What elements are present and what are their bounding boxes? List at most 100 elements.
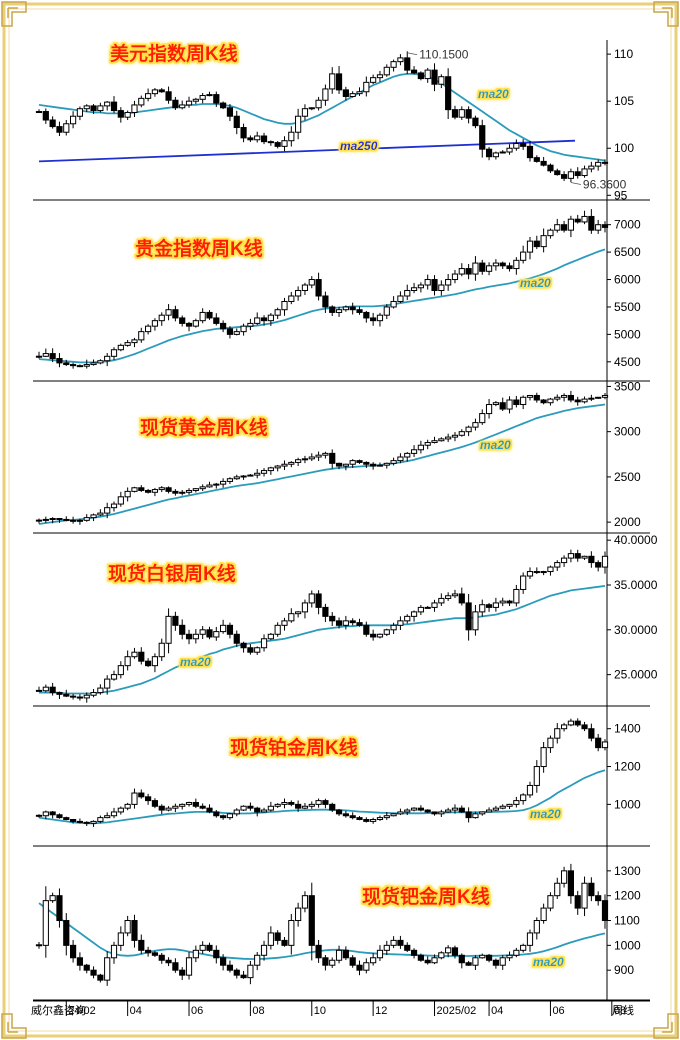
candle-body — [410, 449, 418, 454]
candle-body — [567, 870, 575, 897]
candle-body — [431, 69, 438, 85]
candle-body — [595, 161, 602, 167]
candle-body — [322, 800, 329, 805]
candle-body — [233, 115, 240, 129]
annotation-leader — [570, 182, 581, 185]
candle-body — [226, 624, 234, 635]
candle-body — [424, 279, 431, 286]
candle-body — [349, 815, 356, 819]
candle-body — [451, 273, 459, 281]
y-tick-label: 2500 — [614, 470, 641, 484]
candle-body — [574, 399, 581, 403]
ma20-line — [38, 769, 606, 825]
candle-body — [322, 957, 329, 966]
candle-body — [376, 633, 384, 638]
candle-body — [417, 606, 424, 613]
candle-body — [540, 399, 547, 404]
candle-body — [185, 801, 193, 805]
candle-body — [451, 109, 459, 118]
candle-body — [192, 801, 199, 807]
candle-body — [533, 157, 540, 162]
candle-body — [513, 800, 520, 805]
candle-body — [370, 633, 377, 638]
candle-body — [288, 920, 295, 946]
candle-body — [479, 125, 486, 150]
candle-body — [438, 811, 445, 815]
candle-body — [145, 93, 152, 99]
y-tick-label: 1000 — [614, 938, 641, 952]
candle-body — [288, 131, 295, 142]
y-tick-label: 105 — [614, 94, 634, 108]
candle-body — [595, 396, 602, 399]
candle-body — [76, 957, 84, 966]
candle-body — [165, 309, 172, 316]
candle-body — [179, 803, 186, 807]
candle-body — [417, 444, 424, 451]
candle-body — [410, 69, 418, 74]
candle-body — [560, 724, 568, 730]
candle-body — [63, 362, 70, 366]
candle-body — [192, 633, 199, 640]
candle-body — [376, 464, 384, 467]
candle-body — [83, 105, 90, 110]
candle-body — [295, 115, 302, 133]
candle-body — [595, 895, 602, 902]
y-tick-label: 100 — [614, 141, 634, 155]
candle-body — [220, 322, 227, 330]
candle-body — [138, 331, 145, 341]
candle-body — [254, 135, 261, 141]
candle-body — [83, 964, 90, 971]
candle-body — [383, 629, 390, 635]
candle-body — [104, 678, 111, 689]
candle-body — [288, 461, 295, 465]
candle-body — [499, 957, 506, 966]
candle-body — [35, 519, 43, 522]
candle-body — [376, 949, 384, 959]
candle-body — [329, 306, 336, 313]
candle-body — [274, 624, 281, 635]
candle-body — [547, 737, 554, 749]
chart-title: 现货铂金周K线 — [230, 736, 358, 759]
candle-body — [363, 81, 370, 93]
candle-body — [445, 809, 452, 813]
candle-body — [329, 452, 336, 464]
candle-body — [567, 171, 575, 179]
chart-title: 贵金指数周K线 — [135, 237, 263, 260]
candle-body — [465, 426, 472, 433]
candle-body — [254, 317, 261, 324]
candle-body — [445, 279, 452, 286]
candle-body — [601, 741, 609, 749]
candle-body — [506, 265, 513, 270]
candle-body — [465, 962, 472, 966]
candle-body — [390, 61, 397, 68]
candle-body — [356, 622, 363, 626]
candle-body — [267, 141, 274, 144]
candle-body — [56, 126, 63, 133]
candle-body — [192, 320, 199, 327]
candle-body — [315, 454, 322, 458]
candle-body — [49, 119, 56, 128]
candle-body — [260, 944, 268, 956]
candle-body — [158, 487, 165, 491]
candle-body — [35, 689, 43, 692]
candle-body — [124, 803, 131, 809]
candle-body — [479, 604, 486, 613]
candle-body — [295, 611, 302, 615]
candle-body — [363, 819, 370, 822]
candle-body — [267, 314, 274, 322]
candle-body — [390, 813, 397, 817]
candle-body — [465, 109, 472, 119]
candle-body — [363, 461, 370, 465]
candle-body — [404, 57, 411, 71]
candle-body — [63, 518, 70, 521]
candle-body — [533, 766, 540, 786]
candle-body — [342, 949, 349, 959]
candle-body — [301, 458, 309, 461]
candle-body — [254, 647, 261, 653]
candle-body — [533, 920, 540, 934]
candle-body — [97, 817, 104, 822]
candle-body — [69, 519, 77, 522]
candle-body — [199, 944, 206, 951]
candle-body — [179, 317, 186, 324]
candle-body — [145, 796, 152, 802]
